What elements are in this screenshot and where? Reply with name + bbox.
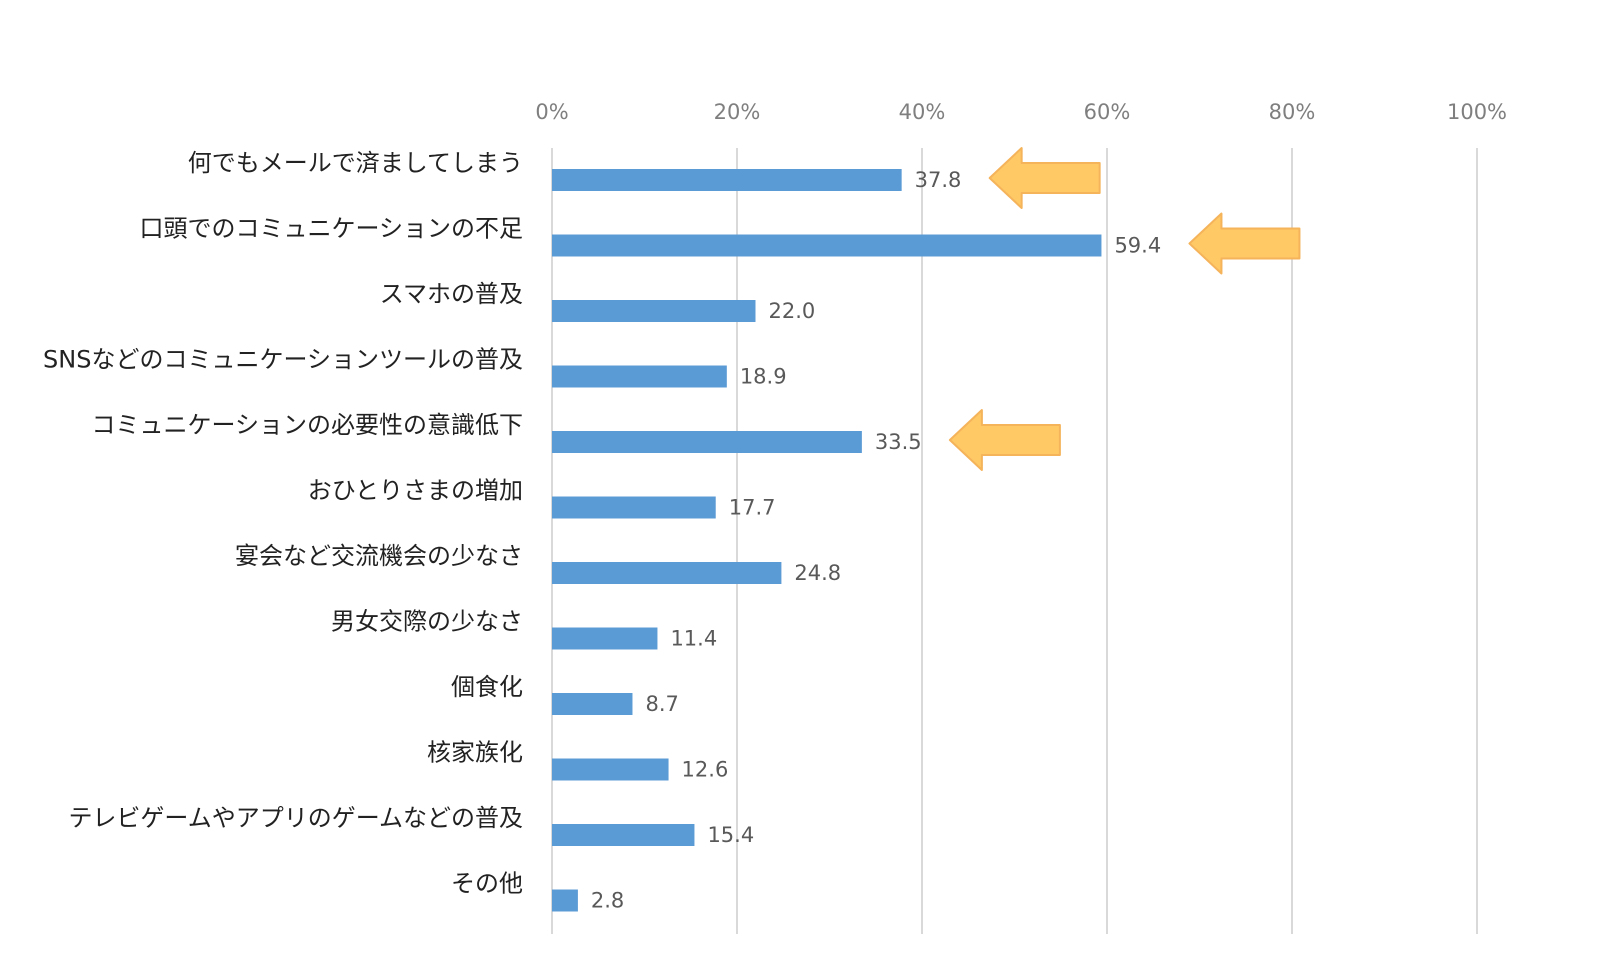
x-tick-label: 60% — [1084, 100, 1131, 124]
data-label: 2.8 — [591, 889, 624, 913]
category-label: 個食化 — [451, 673, 523, 701]
highlight-arrow-icon — [948, 409, 1061, 471]
category-label: その他 — [451, 870, 523, 898]
bar — [552, 693, 633, 715]
data-label: 18.9 — [740, 365, 787, 389]
category-label: 口頭でのコミュニケーションの不足 — [139, 215, 523, 243]
data-label: 17.7 — [729, 496, 776, 520]
highlight-arrow-icon — [988, 147, 1101, 209]
bar — [552, 496, 716, 519]
data-label: 8.7 — [645, 692, 678, 716]
data-label: 33.5 — [875, 430, 922, 454]
data-label: 37.8 — [915, 168, 962, 192]
bar — [552, 824, 695, 846]
category-label: コミュニケーションの必要性の意識低下 — [91, 411, 523, 439]
data-label: 12.6 — [682, 758, 729, 782]
highlight-arrows — [948, 147, 1301, 471]
bar — [552, 365, 727, 388]
category-label: 男女交際の少なさ — [331, 608, 523, 636]
x-tick-label: 100% — [1447, 100, 1507, 124]
bar — [552, 889, 578, 912]
x-axis-ticks: 0% 20% 40% 60% 80% 100% — [535, 100, 1507, 124]
data-label: 59.4 — [1114, 234, 1161, 258]
category-label: 核家族化 — [427, 739, 523, 767]
data-label: 24.8 — [794, 561, 841, 585]
gridlines — [551, 148, 1478, 934]
bars — [552, 169, 1102, 912]
x-tick-label: 0% — [535, 100, 568, 124]
bar — [552, 627, 658, 650]
highlight-arrow-icon — [1188, 212, 1301, 275]
bar — [552, 300, 756, 322]
data-label: 11.4 — [670, 627, 717, 651]
category-label: テレビゲームやアプリのゲームなどの普及 — [68, 804, 523, 832]
bar — [552, 431, 862, 453]
category-label: SNSなどのコミュニケーションツールの普及 — [43, 346, 523, 374]
category-label: スマホの普及 — [380, 280, 523, 308]
bar — [552, 169, 902, 191]
bar — [552, 562, 782, 584]
x-tick-label: 80% — [1269, 100, 1316, 124]
data-label: 22.0 — [769, 299, 816, 323]
category-label: 宴会など交流機会の少なさ — [235, 542, 523, 570]
bar — [552, 758, 669, 781]
bar — [552, 234, 1102, 257]
data-label: 15.4 — [707, 823, 754, 847]
category-label: 何でもメールで済ましてしまう — [188, 149, 523, 177]
value-labels: 37.8 59.4 22.0 18.9 33.5 17.7 24.8 11.4 8.7 12.6 1… — [591, 168, 1161, 913]
x-tick-label: 20% — [714, 100, 761, 124]
x-tick-label: 40% — [899, 100, 946, 124]
category-label: おひとりさまの増加 — [308, 477, 523, 505]
